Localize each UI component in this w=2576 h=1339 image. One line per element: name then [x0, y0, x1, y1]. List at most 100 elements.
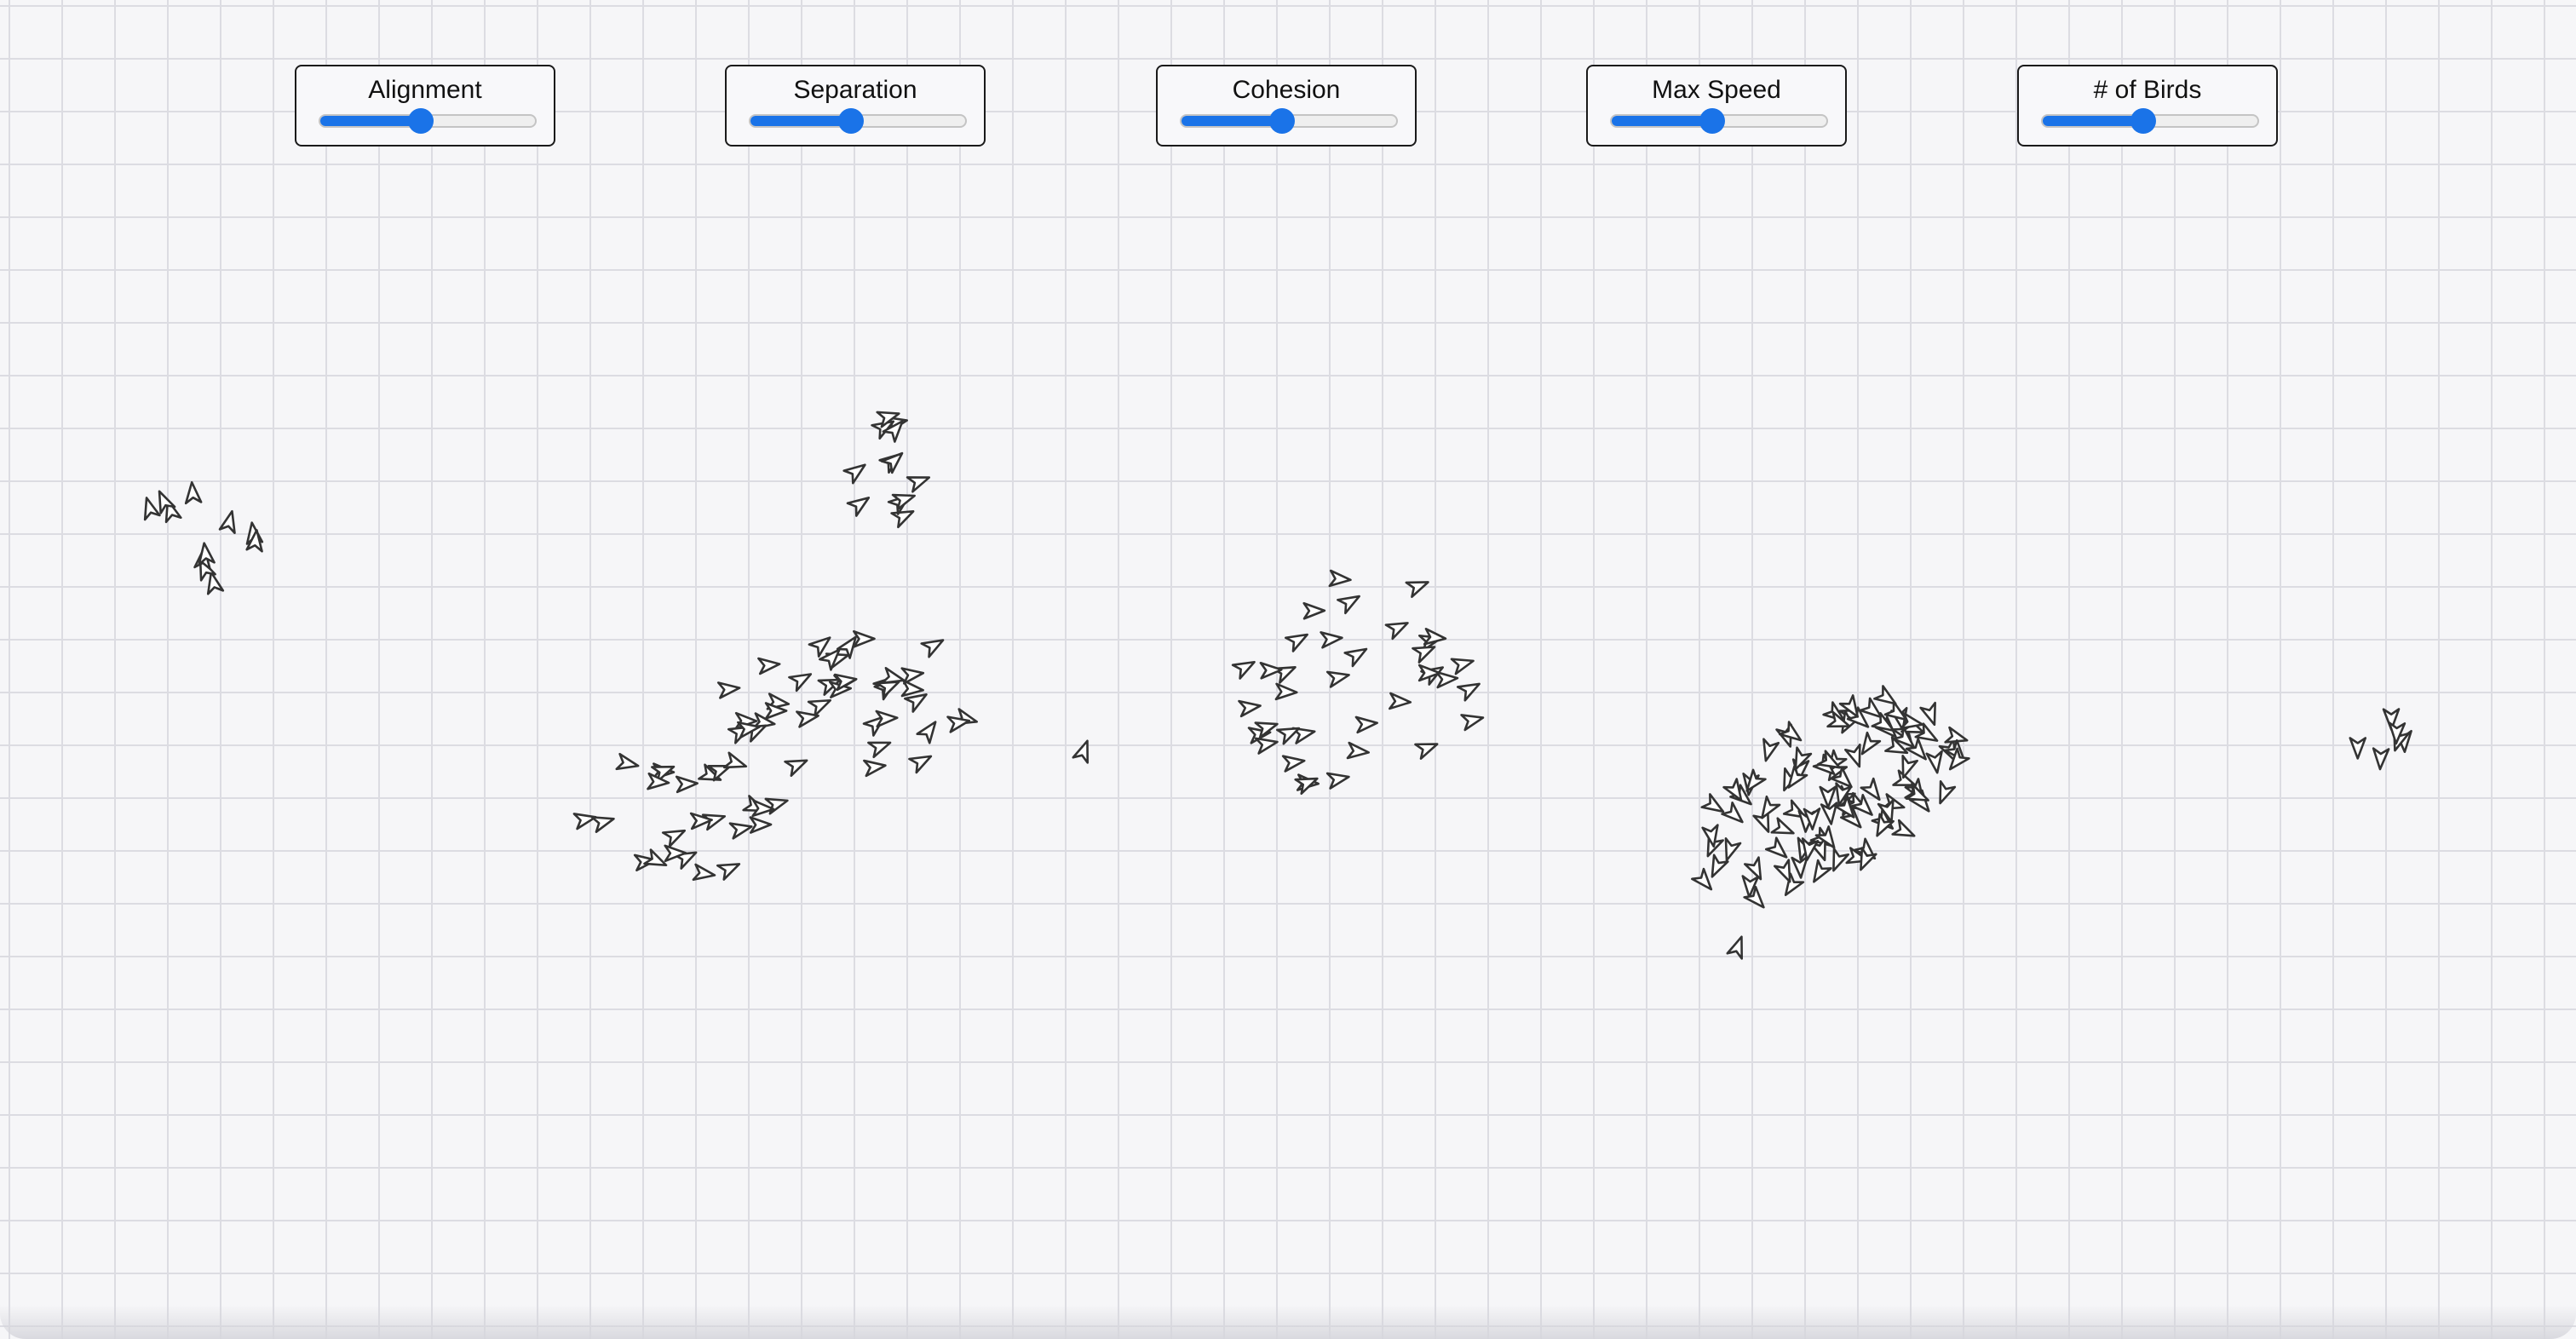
bird-icon — [2349, 737, 2367, 760]
bird-icon — [1281, 755, 1306, 773]
bird-icon — [1346, 741, 1371, 760]
alignment-control: Alignment — [295, 65, 555, 147]
bird-icon — [716, 863, 741, 881]
max-speed-label: Max Speed — [1652, 76, 1781, 104]
bird-icon — [796, 710, 819, 728]
bird-icon — [572, 813, 597, 830]
bird-icon — [1711, 853, 1729, 878]
separation-slider-thumb[interactable] — [838, 108, 865, 134]
bird-icon — [876, 411, 900, 428]
bird-icon — [1877, 798, 1895, 823]
bird-icon — [1417, 664, 1441, 682]
bird-icon — [846, 497, 871, 517]
bird-icon — [1741, 875, 1760, 899]
bird-icon — [867, 741, 892, 759]
bird-icon — [728, 822, 753, 840]
bird-icon — [1919, 701, 1936, 727]
bird-icon — [1294, 777, 1319, 796]
bird-icon — [218, 509, 236, 534]
bird-icon — [1325, 670, 1350, 688]
bird-icon — [1337, 595, 1360, 615]
separation-control: Separation — [725, 65, 986, 147]
bird-icon — [1320, 631, 1343, 649]
cohesion-control: Cohesion — [1156, 65, 1417, 147]
bird-icon — [1891, 819, 1916, 837]
bird-icon — [1259, 661, 1283, 680]
bird-icon — [1744, 856, 1762, 881]
bird-icon — [158, 490, 176, 514]
bird-icon — [1456, 682, 1481, 702]
bird-icon — [1803, 807, 1821, 830]
bird-icon — [1876, 813, 1895, 837]
bird-icon — [1809, 836, 1826, 862]
bird-icon — [853, 629, 876, 648]
bird-icon — [1414, 743, 1439, 760]
bird-icon — [1274, 682, 1298, 701]
bird-icon — [184, 480, 203, 505]
bird-icon — [1850, 794, 1873, 816]
bird-icon — [1302, 601, 1326, 620]
bird-icon — [891, 493, 916, 511]
max-speed-control: Max Speed — [1586, 65, 1847, 147]
bird-icon — [1948, 747, 1970, 771]
bird-icon — [1830, 766, 1853, 789]
bird-icon — [1231, 660, 1256, 680]
bird-icon — [2382, 708, 2401, 731]
bird-count-label: # of Birds — [2093, 76, 2202, 104]
bird-icon — [833, 673, 858, 692]
bird-icon — [916, 721, 937, 744]
bird-icon — [1939, 780, 1957, 805]
bird-icon — [880, 451, 904, 474]
bird-icon — [1284, 633, 1308, 652]
bird-icon — [1328, 569, 1352, 588]
bird-icon — [749, 816, 773, 834]
alignment-slider-thumb[interactable] — [408, 108, 434, 134]
bird-icon — [1838, 694, 1860, 718]
bird-count-control: # of Birds — [2017, 65, 2278, 147]
bird-icon — [764, 797, 789, 815]
bird-icon — [1779, 721, 1803, 742]
bird-icon — [1722, 778, 1743, 802]
bird-icon — [198, 542, 216, 566]
bird-icon — [206, 571, 225, 595]
bird-icon — [881, 666, 906, 685]
bird-icon — [1860, 847, 1877, 871]
bird-icon — [1761, 795, 1781, 819]
max-speed-slider-thumb[interactable] — [1699, 108, 1726, 134]
bird-icon — [784, 759, 808, 777]
bird-icon — [1743, 886, 1765, 909]
bird-icon — [643, 848, 668, 867]
bird-icon — [664, 844, 687, 863]
bird-icon — [808, 636, 831, 658]
bird-icon — [1884, 736, 1909, 755]
bird-icon — [1354, 715, 1378, 734]
bird-icon — [2372, 747, 2390, 771]
bird-icon — [1770, 817, 1795, 835]
bird-icon — [1721, 801, 1744, 824]
bird-icon — [1343, 647, 1368, 668]
separation-slider-fill — [750, 116, 852, 126]
max-speed-slider-fill — [1612, 116, 1713, 126]
bird-icon — [692, 863, 716, 882]
bird-icon — [900, 679, 924, 698]
bird-icon — [1460, 714, 1485, 732]
window-bottom-edge — [0, 1305, 2576, 1339]
bird-icon — [863, 759, 887, 778]
cohesion-slider-fill — [1182, 116, 1283, 126]
bird-icon — [906, 476, 931, 493]
cohesion-slider-thumb[interactable] — [1269, 108, 1296, 134]
bird-icon — [590, 816, 615, 833]
bird-icon — [882, 420, 904, 443]
bird-icon — [1325, 772, 1350, 790]
bird-icon — [1701, 824, 1719, 848]
bird-icon — [946, 715, 971, 733]
bird-icon — [920, 639, 945, 658]
bird-icon — [764, 702, 788, 720]
bird-icon — [1787, 765, 1808, 789]
bird-count-slider-thumb[interactable] — [2130, 108, 2157, 134]
bird-icon — [819, 648, 841, 671]
alignment-slider-fill — [320, 116, 422, 126]
bird-icon — [1450, 658, 1475, 675]
bird-icon — [1384, 622, 1409, 641]
